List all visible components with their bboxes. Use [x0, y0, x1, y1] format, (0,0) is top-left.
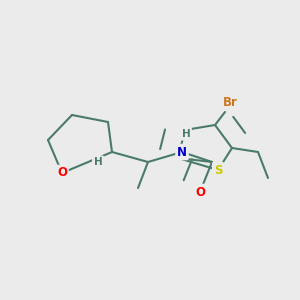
- Text: O: O: [57, 167, 67, 179]
- Text: N: N: [177, 146, 187, 158]
- Text: Br: Br: [223, 95, 237, 109]
- Text: S: S: [214, 164, 222, 176]
- Text: H: H: [94, 157, 102, 167]
- Text: O: O: [195, 185, 205, 199]
- Text: H: H: [182, 129, 190, 139]
